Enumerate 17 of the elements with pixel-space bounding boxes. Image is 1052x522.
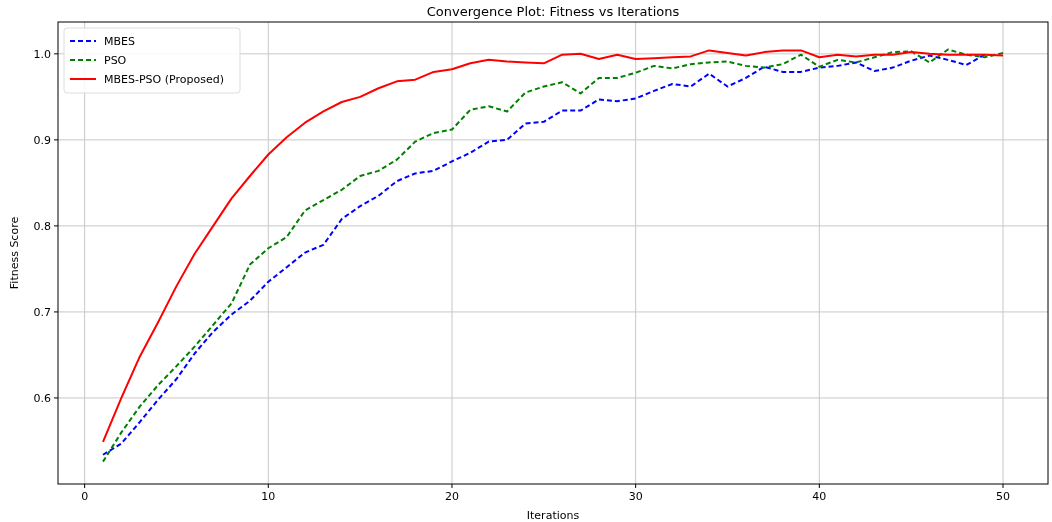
y-axis-title: Fitness Score <box>8 216 21 290</box>
chart-title: Convergence Plot: Fitness vs Iterations <box>426 4 680 19</box>
x-tick-label: 20 <box>444 490 459 503</box>
x-tick-label: 50 <box>996 490 1010 503</box>
y-tick-label: 0.6 <box>33 391 51 405</box>
x-axis-title: Iterations <box>526 509 580 522</box>
legend-label: MBES-PSO (Proposed) <box>104 73 224 86</box>
x-tick-label: 40 <box>812 490 827 503</box>
legend-label: PSO <box>104 54 127 67</box>
y-tick-label: 0.7 <box>33 305 51 319</box>
x-tick-label: 30 <box>628 490 643 503</box>
x-tick-label: 10 <box>261 490 276 503</box>
legend-label: MBES <box>104 35 135 48</box>
y-tick-label: 1.0 <box>33 47 51 61</box>
y-tick-label: 0.9 <box>33 133 51 147</box>
x-tick-label: 0 <box>81 490 89 503</box>
y-tick-label: 0.8 <box>33 219 51 233</box>
